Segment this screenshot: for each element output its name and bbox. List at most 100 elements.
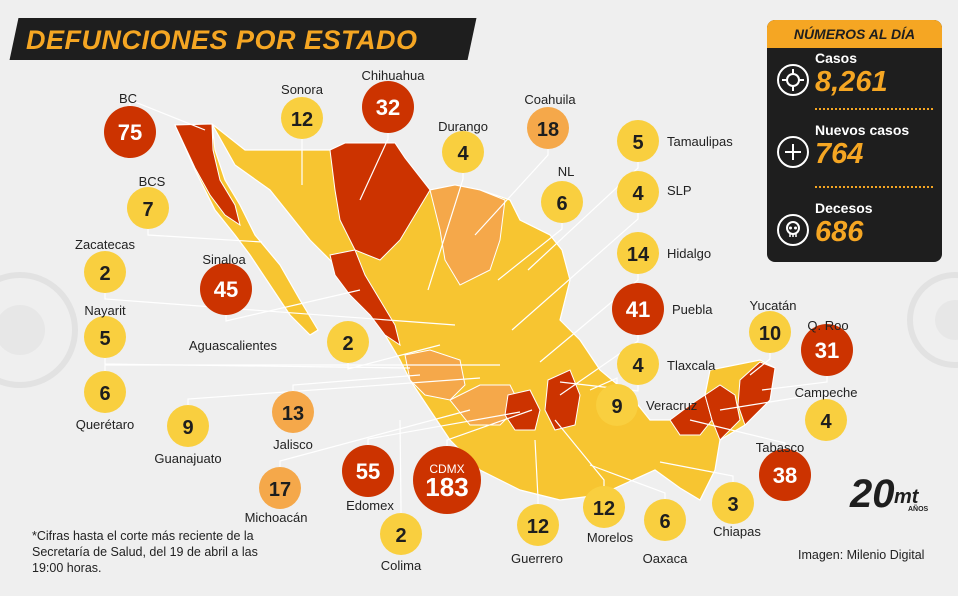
bubble-jalisco xyxy=(272,391,314,433)
state-label-morelos: Morelos xyxy=(587,530,634,545)
bubble-sinaloa xyxy=(200,263,252,315)
region-sinaloa xyxy=(329,249,401,347)
bubble-campeche xyxy=(805,399,847,441)
page-title: DEFUNCIONES POR ESTADO xyxy=(26,25,418,55)
bubble-value-campeche: 4 xyxy=(820,411,832,433)
stats-panel: NÚMEROS AL DÍA Casos 8,261 Nuevos casos … xyxy=(767,20,942,262)
bubble-value-bc: 75 xyxy=(118,120,142,145)
stat-deaths-label: Decesos xyxy=(815,200,873,216)
bubble-value-yucatán: 10 xyxy=(759,323,781,345)
stat-new-cases-value: 764 xyxy=(815,138,864,170)
bubble-value-querétaro: 6 xyxy=(99,383,110,405)
state-label-jalisco: Jalisco xyxy=(273,437,313,452)
bubble-michoacán xyxy=(259,467,301,509)
bubble-value-nayarit: 5 xyxy=(99,328,110,350)
state-label-colima: Colima xyxy=(381,558,422,573)
bubble-value-oaxaca: 6 xyxy=(659,511,670,533)
bubble-durango xyxy=(442,131,484,173)
region-bc xyxy=(174,123,241,227)
state-label-nl: NL xyxy=(558,164,575,179)
bubble-value-cdmx: 183 xyxy=(425,472,468,502)
logo-number: 20 xyxy=(850,472,895,516)
bubble-tabasco xyxy=(759,449,811,501)
stat-new-cases-label: Nuevos casos xyxy=(815,122,910,138)
state-label-puebla: Puebla xyxy=(672,302,713,317)
bubble-value-puebla: 41 xyxy=(626,297,650,322)
bubble-value-coahuila: 18 xyxy=(537,119,559,141)
state-label-bcs: BCS xyxy=(139,174,166,189)
state-label-zacatecas: Zacatecas xyxy=(75,237,135,252)
bubble-nl xyxy=(541,181,583,223)
state-label-michoacán: Michoacán xyxy=(245,510,308,525)
bubble-value-durango: 4 xyxy=(457,143,469,165)
state-label-q-roo: Q. Roo xyxy=(807,318,848,333)
virus-decoration-right-icon xyxy=(907,272,958,368)
state-label-campeche: Campeche xyxy=(795,385,858,400)
plus-icon xyxy=(777,136,809,168)
bubble-aguascalientes xyxy=(327,321,369,363)
bubble-value-colima: 2 xyxy=(395,525,406,547)
bubble-value-guerrero: 12 xyxy=(527,516,549,538)
bubble-zacatecas xyxy=(84,251,126,293)
bubble-hidalgo xyxy=(617,232,659,274)
bubble-value-edomex: 55 xyxy=(356,459,380,484)
virus-decoration-left-icon xyxy=(0,272,78,388)
stat-deaths: Decesos 686 xyxy=(767,198,942,262)
bubble-tlaxcala xyxy=(617,343,659,385)
bubble-querétaro xyxy=(84,371,126,413)
stat-cases-value: 8,261 xyxy=(815,66,888,98)
stat-cases-label: Casos xyxy=(815,50,858,66)
virus-icon xyxy=(777,64,809,96)
bubble-chiapas xyxy=(712,482,754,524)
stat-new-cases: Nuevos casos 764 xyxy=(767,120,942,190)
bubble-edomex xyxy=(342,445,394,497)
state-label-chiapas: Chiapas xyxy=(713,524,761,539)
state-label-veracruz: Veracruz xyxy=(646,398,697,413)
state-label-guerrero: Guerrero xyxy=(511,551,563,566)
bubble-value-slp: 4 xyxy=(632,183,644,205)
region-puebla xyxy=(544,369,581,431)
bubble-value-nl: 6 xyxy=(556,193,567,215)
bubble-value-tamaulipas: 5 xyxy=(632,132,643,154)
state-label-nayarit: Nayarit xyxy=(84,303,126,318)
bubble-colima xyxy=(380,513,422,555)
state-label-yucatán: Yucatán xyxy=(750,298,797,313)
bubble-value-bcs: 7 xyxy=(142,199,153,221)
state-label-edomex: Edomex xyxy=(346,498,394,513)
bubble-value-q-roo: 31 xyxy=(815,338,839,363)
footnote: *Cifras hasta el corte más reciente de l… xyxy=(32,529,258,575)
state-label-tamaulipas: Tamaulipas xyxy=(667,134,733,149)
bubble-value-morelos: 12 xyxy=(593,498,615,520)
state-label-chihuahua: Chihuahua xyxy=(362,68,426,83)
stat-deaths-value: 686 xyxy=(815,216,864,248)
region-campeche xyxy=(704,384,741,441)
state-label-hidalgo: Hidalgo xyxy=(667,246,711,261)
bubble-value-chihuahua: 32 xyxy=(376,95,400,120)
bubble-value-tlaxcala: 4 xyxy=(632,355,644,377)
bubble-value-michoacán: 17 xyxy=(269,479,291,501)
bubble-value-sinaloa: 45 xyxy=(214,277,238,302)
bubble-value-zacatecas: 2 xyxy=(99,263,110,285)
divider xyxy=(815,108,933,110)
stat-cases: Casos 8,261 xyxy=(767,48,942,118)
state-label-guanajuato: Guanajuato xyxy=(154,451,221,466)
bubble-guerrero xyxy=(517,504,559,546)
bubble-value-veracruz: 9 xyxy=(611,396,622,418)
bubble-value-hidalgo: 14 xyxy=(627,244,650,266)
bubble-value-guanajuato: 9 xyxy=(182,417,193,439)
bubble-slp xyxy=(617,171,659,213)
bubble-tamaulipas xyxy=(617,120,659,162)
bubble-oaxaca xyxy=(644,499,686,541)
skull-icon xyxy=(777,214,809,246)
bubble-value-aguascalientes: 2 xyxy=(342,333,353,355)
state-label-slp: SLP xyxy=(667,183,692,198)
region-qroo xyxy=(737,361,776,426)
state-label-durango: Durango xyxy=(438,119,488,134)
state-label-querétaro: Querétaro xyxy=(76,417,135,432)
bubble-value-sonora: 12 xyxy=(291,109,313,131)
state-label-tabasco: Tabasco xyxy=(756,440,804,455)
bubble-guanajuato xyxy=(167,405,209,447)
bubble-morelos xyxy=(583,486,625,528)
